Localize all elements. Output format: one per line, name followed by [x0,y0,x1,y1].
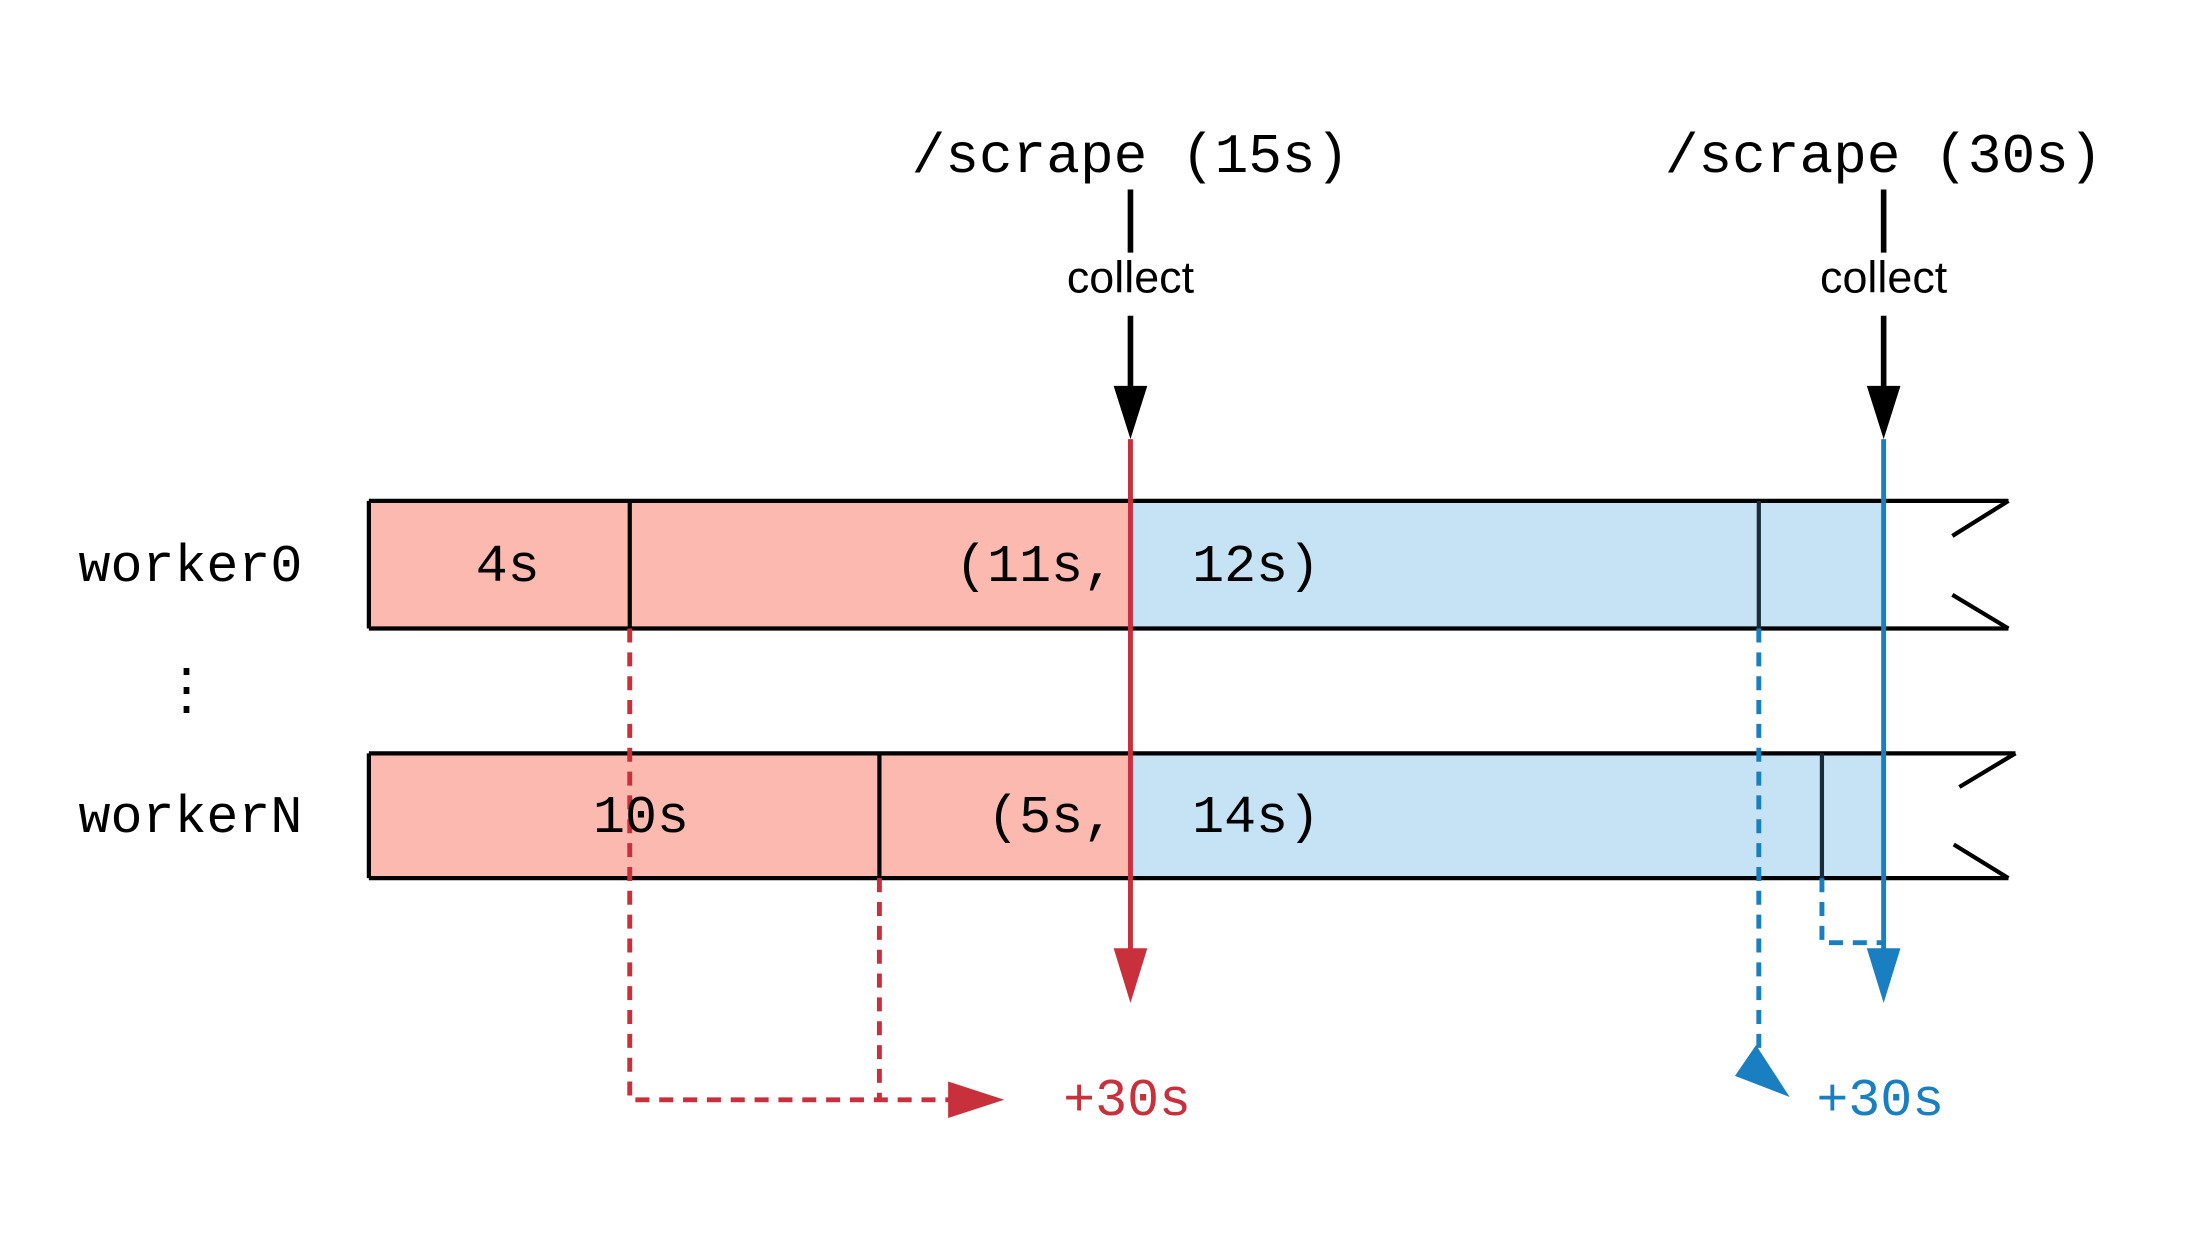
result-label: +30s [1816,1072,1944,1132]
result-label: +30s [1063,1072,1191,1132]
worker0-bar [366,498,2010,631]
scrape-label: /scrape (30s) [1665,125,2103,189]
segment-label: 12s) [1192,538,1320,598]
worker-label: workerN [79,789,303,849]
segment-label: 14s) [1192,789,1320,849]
segment-label: (11s, [955,538,1115,598]
scrape-arrows [1113,189,1901,440]
red-flow [627,439,1148,1119]
scrape-label: /scrape (15s) [912,125,1350,189]
blue-flow [1734,439,1901,1097]
workerN-bar [366,751,2017,881]
ellipsis: ⋮ [158,661,214,725]
segment-label: 10s [593,789,689,849]
collect-label: collect [1067,252,1195,303]
collect-label: collect [1820,252,1948,303]
segment-label: (5s, [987,789,1115,849]
worker-label: worker0 [79,538,303,598]
segment-label: 4s [476,538,540,598]
